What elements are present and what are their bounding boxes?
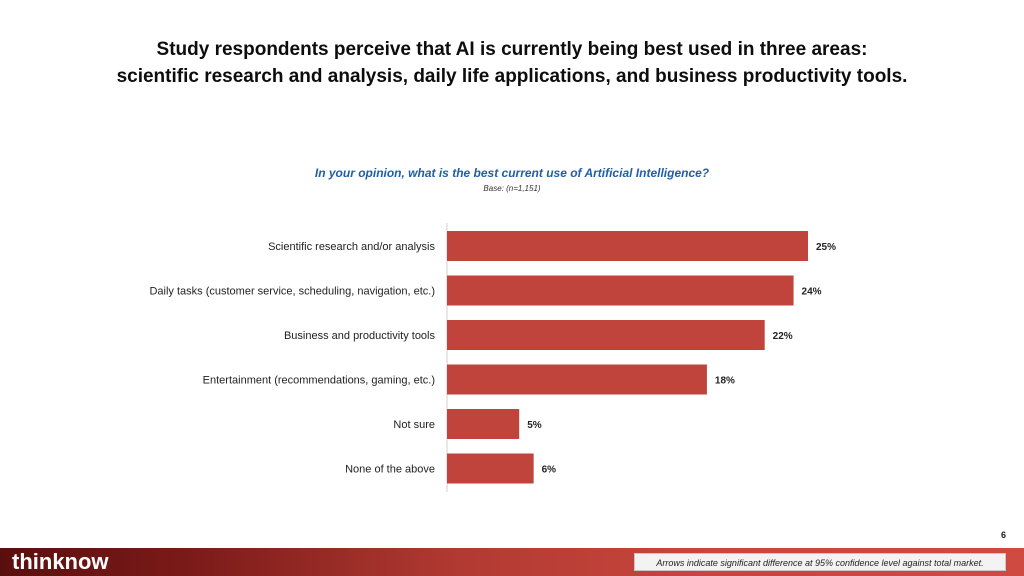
headline-line-1: Study respondents perceive that AI is cu… xyxy=(156,39,868,60)
value-label: 5% xyxy=(527,420,542,431)
value-label: 24% xyxy=(802,287,822,298)
bar xyxy=(447,364,707,395)
slide-headline: Study respondents perceive that AI is cu… xyxy=(0,36,1024,90)
page-number: 6 xyxy=(1000,530,1006,540)
value-label: 25% xyxy=(816,242,836,253)
value-label: 18% xyxy=(715,376,735,387)
category-label: None of the above xyxy=(345,464,435,476)
bar xyxy=(447,453,534,484)
chart-base: Base: (n=1,151) xyxy=(483,184,541,193)
bar-chart: Scientific research and/or analysis 25% Da… xyxy=(149,223,836,492)
significance-note: Arrows indicate significant difference a… xyxy=(634,553,1006,571)
value-label: 6% xyxy=(542,465,557,476)
bar xyxy=(447,320,765,350)
thinknow-logo: thinknow xyxy=(12,549,109,574)
bar xyxy=(447,231,808,261)
value-label: 22% xyxy=(773,331,793,342)
category-label: Entertainment (recommendations, gaming, … xyxy=(203,375,435,387)
bar xyxy=(447,409,520,439)
bar xyxy=(447,275,794,306)
category-label: Not sure xyxy=(393,419,435,431)
category-label: Scientific research and/or analysis xyxy=(268,241,435,253)
chart-question: In your opinion, what is the best curren… xyxy=(314,166,710,180)
category-label: Daily tasks (customer service, schedulin… xyxy=(149,286,435,298)
headline-line-2: scientific research and analysis, daily … xyxy=(116,66,908,87)
footer-bar: thinknow Arrows indicate significant dif… xyxy=(0,548,1024,576)
category-label: Business and productivity tools xyxy=(284,330,436,342)
